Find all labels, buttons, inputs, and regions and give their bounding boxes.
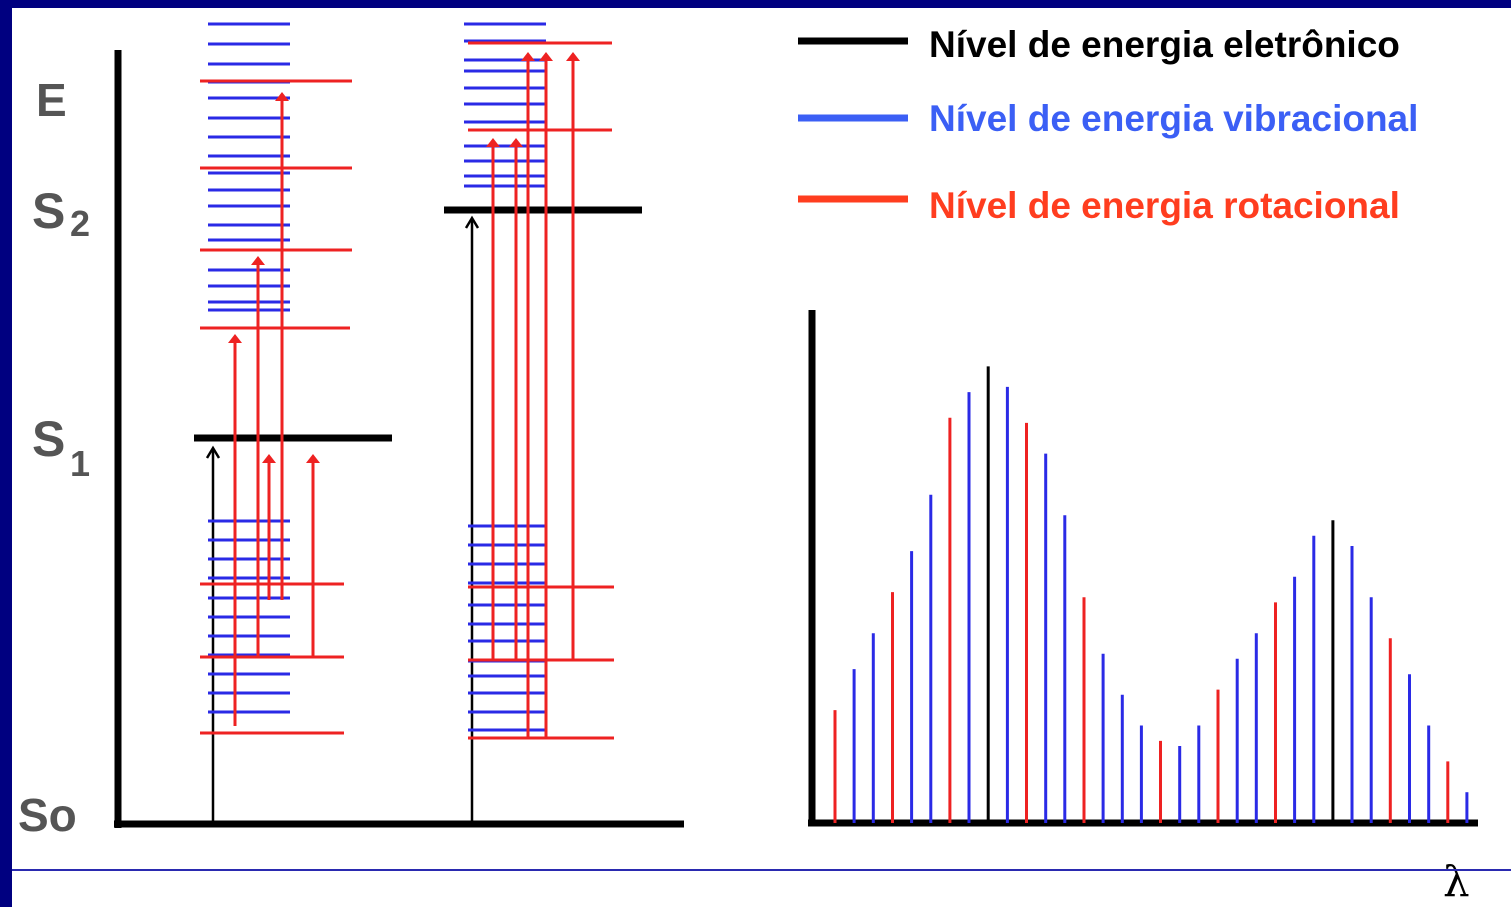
s1-subscript: 1 <box>70 443 90 484</box>
arrowhead-icon <box>539 52 553 61</box>
legend-label-rotational: Nível de energia rotacional <box>929 185 1400 226</box>
vibrational-levels-s0-right <box>468 524 546 732</box>
spectrum-chart <box>808 310 1478 827</box>
legend-label-vibrational: Nível de energia vibracional <box>929 98 1418 139</box>
arrowhead-icon <box>486 138 500 147</box>
legend: Nível de energia eletrônico Nível de ene… <box>798 24 1418 226</box>
vibrational-levels-excited-right <box>464 22 546 188</box>
slide: E S 2 S 1 So Nível de energia eletrônico… <box>12 8 1511 907</box>
arrowhead-icon <box>566 52 580 61</box>
vibrational-levels-s0-left <box>208 519 290 714</box>
legend-label-electronic: Nível de energia eletrônico <box>929 24 1400 65</box>
energy-diagram: E S 2 S 1 So Nível de energia eletrônico… <box>12 22 1511 906</box>
arrowhead-icon <box>205 445 221 459</box>
energy-level-diagram <box>114 22 684 828</box>
arrowhead-icon <box>509 138 523 147</box>
rotational-transition-arrows <box>228 52 580 738</box>
energy-label: E <box>36 74 67 126</box>
s2-subscript: 2 <box>70 203 90 244</box>
s0-label: So <box>18 789 77 841</box>
arrowhead-icon <box>262 454 276 463</box>
arrowhead-icon <box>275 92 289 101</box>
wavelength-label: λ <box>1443 857 1470 906</box>
s2-label: S <box>32 183 65 239</box>
arrowhead-icon <box>464 215 480 229</box>
arrowhead-icon <box>228 334 242 343</box>
arrowhead-icon <box>251 256 265 265</box>
rotational-levels <box>200 41 614 740</box>
s1-label: S <box>32 411 65 467</box>
arrowhead-icon <box>521 52 535 61</box>
arrowhead-icon <box>306 454 320 463</box>
